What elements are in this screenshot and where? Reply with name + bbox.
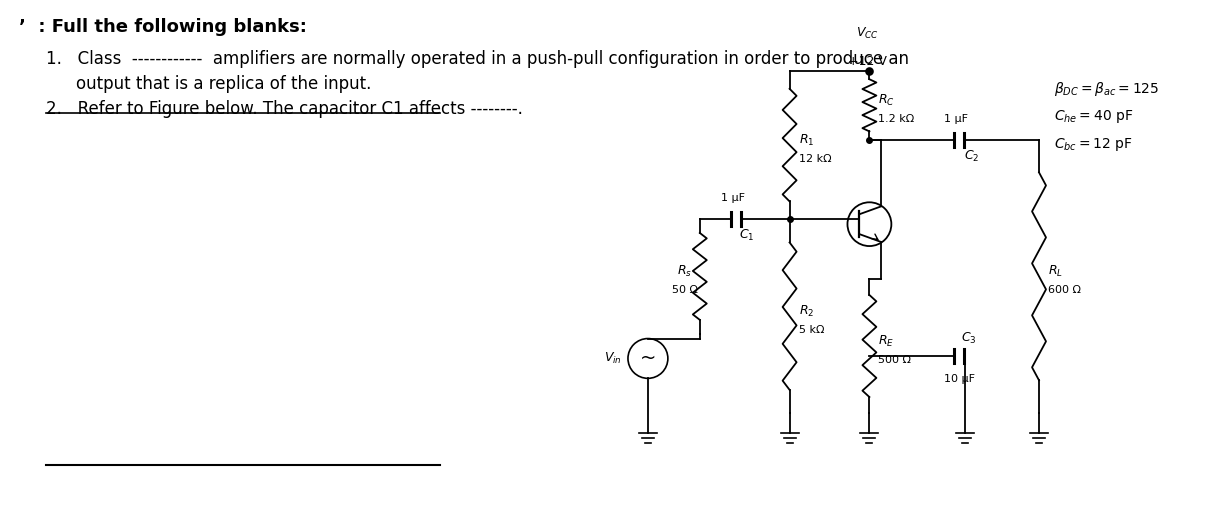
Text: 2.   Refer to Figure below. The capacitor C1 affects --------.: 2. Refer to Figure below. The capacitor … [46,100,533,118]
Text: $V_{CC}$: $V_{CC}$ [856,26,879,41]
Text: 1.2 kΩ: 1.2 kΩ [878,114,915,124]
Text: 500 Ω: 500 Ω [878,355,911,365]
Text: ʼ  : Full the following blanks:: ʼ : Full the following blanks: [20,19,307,36]
Text: $V_{in}$: $V_{in}$ [604,351,623,366]
Text: ~: ~ [640,349,656,368]
Text: $R_1$: $R_1$ [799,133,815,148]
Text: 600 Ω: 600 Ω [1048,285,1081,296]
Text: $C_3$: $C_3$ [961,331,977,346]
Text: $R_s$: $R_s$ [676,264,692,279]
Text: 1 μF: 1 μF [720,193,745,204]
Text: $C_2$: $C_2$ [964,149,980,163]
Text: 10 μF: 10 μF [944,374,975,384]
Text: +12 V: +12 V [848,55,887,68]
Text: $R_2$: $R_2$ [799,304,813,319]
Text: $R_E$: $R_E$ [878,334,894,348]
Text: $\beta_{DC} = \beta_{ac} = 125$: $\beta_{DC} = \beta_{ac} = 125$ [1054,80,1159,98]
Text: $C_1$: $C_1$ [739,228,755,243]
Text: $R_C$: $R_C$ [878,93,895,108]
Text: 12 kΩ: 12 kΩ [799,154,832,164]
Text: $R_L$: $R_L$ [1048,264,1063,279]
Text: $C_{bc} = 12\ \mathrm{pF}$: $C_{bc} = 12\ \mathrm{pF}$ [1054,136,1132,153]
Text: $C_{he} = 40\ \mathrm{pF}$: $C_{he} = 40\ \mathrm{pF}$ [1054,108,1134,125]
Text: 50 Ω: 50 Ω [671,285,698,296]
Text: 5 kΩ: 5 kΩ [799,325,824,335]
Text: output that is a replica of the input.: output that is a replica of the input. [76,75,372,93]
Text: 1.   Class  ------------  amplifiers are normally operated in a push-pull config: 1. Class ------------ amplifiers are nor… [46,50,909,68]
Text: 1 μF: 1 μF [944,114,969,124]
